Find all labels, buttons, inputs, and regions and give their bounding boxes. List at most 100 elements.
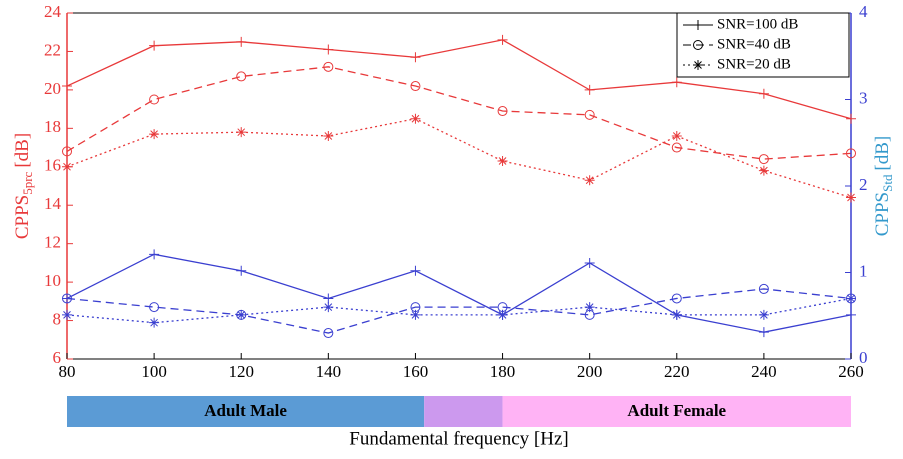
- marker-shape: [236, 127, 247, 138]
- legend-box: [676, 12, 850, 78]
- marker-shape: [584, 302, 595, 313]
- marker: [758, 283, 769, 294]
- marker: [149, 94, 160, 105]
- marker: [410, 52, 421, 63]
- marker-shape: [410, 265, 421, 276]
- y-tick-label: 6: [53, 348, 62, 367]
- marker: [584, 257, 595, 268]
- marker-shape: [62, 293, 72, 304]
- marker: [671, 293, 682, 304]
- marker: [149, 317, 160, 328]
- marker: [62, 161, 72, 172]
- series-line: [66, 39, 852, 120]
- marker: [410, 81, 421, 92]
- marker: [62, 293, 72, 304]
- marker: [149, 129, 160, 140]
- marker: [693, 20, 703, 30]
- legend-label: SNR=100 dB: [717, 16, 798, 32]
- y-tick-label: 10: [44, 271, 61, 290]
- y2-axis-label: CPPSStd [dB]: [872, 136, 895, 237]
- marker: [323, 328, 334, 339]
- marker: [758, 165, 769, 176]
- marker: [758, 88, 769, 99]
- y-tick-label: 20: [44, 79, 61, 98]
- marker-shape: [758, 327, 769, 338]
- x-tick-label: 160: [403, 362, 429, 381]
- marker: [323, 61, 334, 72]
- marker-shape: [758, 154, 769, 165]
- marker-shape: [693, 20, 703, 30]
- marker-shape: [410, 52, 421, 63]
- marker-shape: [323, 293, 334, 304]
- marker-shape: [149, 129, 160, 140]
- y2-tick-label: 3: [859, 88, 868, 107]
- marker-shape: [410, 81, 421, 92]
- x-tick-label: 240: [751, 362, 777, 381]
- y-tick-label: 12: [44, 233, 61, 252]
- marker: [149, 249, 160, 260]
- y-tick-label: 8: [53, 309, 62, 328]
- x-tick-label: 140: [316, 362, 342, 381]
- marker-shape: [846, 148, 856, 159]
- marker: [584, 302, 595, 313]
- marker: [584, 109, 595, 120]
- marker-shape: [497, 156, 508, 167]
- marker: [671, 142, 682, 153]
- marker-shape: [758, 283, 769, 294]
- y-axis-label-sub: 5prc: [20, 171, 35, 194]
- y2-axis-label-sub: Std: [880, 174, 895, 192]
- marker-shape: [693, 60, 703, 70]
- marker-shape: [846, 309, 856, 320]
- marker: [497, 156, 508, 167]
- marker: [62, 309, 72, 320]
- marker-shape: [149, 317, 160, 328]
- marker: [149, 302, 160, 313]
- marker: [62, 146, 72, 157]
- series-line: [66, 288, 852, 334]
- marker: [693, 40, 703, 50]
- region-label: Adult Female: [627, 401, 726, 420]
- marker-shape: [323, 44, 334, 55]
- series-line: [66, 253, 852, 333]
- region-band: [502, 396, 851, 427]
- x-tick-label: 180: [490, 362, 516, 381]
- marker: [236, 36, 247, 47]
- x-tick-label: 260: [838, 362, 864, 381]
- marker: [149, 40, 160, 51]
- marker: [410, 113, 421, 124]
- region-band: [424, 396, 503, 427]
- marker-shape: [693, 40, 703, 50]
- marker-shape: [758, 88, 769, 99]
- marker-shape: [323, 61, 334, 72]
- marker: [846, 192, 856, 203]
- marker: [410, 265, 421, 276]
- marker-shape: [846, 192, 856, 203]
- marker: [584, 175, 595, 186]
- y2-tick-label: 4: [859, 2, 868, 21]
- marker-shape: [671, 142, 682, 153]
- marker: [758, 327, 769, 338]
- marker: [846, 293, 856, 304]
- marker-shape: [671, 309, 682, 320]
- x-tick-label: 200: [577, 362, 603, 381]
- marker: [323, 302, 334, 313]
- x-tick-label: 80: [59, 362, 76, 381]
- marker: [693, 60, 703, 70]
- marker: [236, 127, 247, 138]
- marker: [236, 265, 247, 276]
- marker: [671, 77, 682, 88]
- y-tick-label: 16: [44, 156, 61, 175]
- marker-shape: [62, 146, 72, 157]
- marker: [323, 293, 334, 304]
- x-tick-label: 220: [664, 362, 690, 381]
- x-tick-label: 120: [228, 362, 254, 381]
- marker-shape: [497, 34, 508, 45]
- marker-shape: [758, 309, 769, 320]
- y2-axis-label-main: CPPS: [872, 192, 893, 236]
- marker: [846, 309, 856, 320]
- y-tick-label: 22: [44, 40, 61, 59]
- region-label: Adult Male: [204, 401, 287, 420]
- x-axis-label: Fundamental frequency [Hz]: [349, 428, 568, 449]
- marker-shape: [149, 302, 160, 313]
- marker: [758, 309, 769, 320]
